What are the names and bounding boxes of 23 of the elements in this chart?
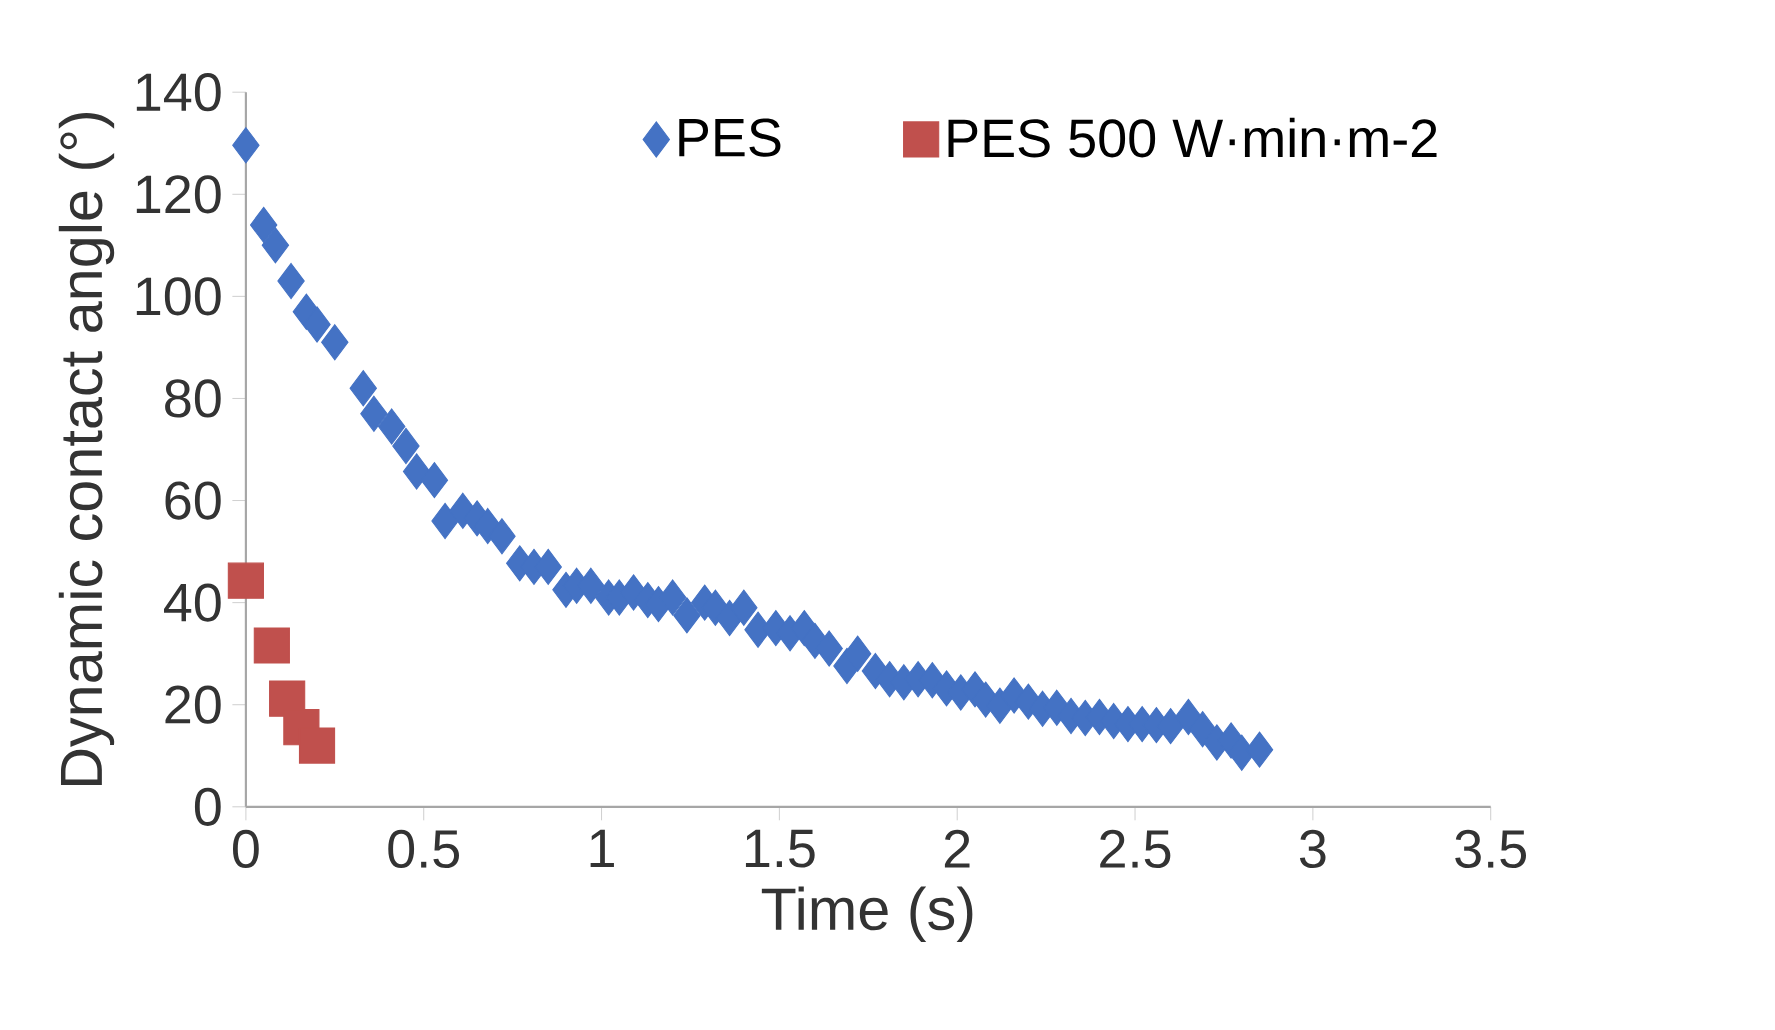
x-tick-label: 3 — [1299, 830, 1326, 869]
y-tick-label: 20 — [165, 685, 221, 724]
y-tick-label: 60 — [165, 481, 221, 520]
x-tick-label: 2 — [944, 830, 970, 868]
y-tick-label: 80 — [165, 379, 221, 418]
x-tick-label: 1 — [590, 830, 614, 868]
point — [227, 562, 264, 599]
x-tick-label: 2.5 — [1100, 830, 1171, 869]
x-tick-label: 3.5 — [1455, 830, 1526, 869]
legend-label: PES — [679, 118, 781, 157]
legend-label: PES 500 W·min·m-2 — [948, 118, 1437, 158]
point — [253, 627, 290, 664]
x-axis-title: Time (s) — [761, 886, 973, 943]
y-tick-label: 140 — [136, 73, 221, 112]
x-tick-label: 0 — [232, 830, 259, 869]
y-tick-label: 120 — [136, 175, 221, 214]
y-tick-label: 0 — [194, 787, 221, 827]
x-tick-label: 1.5 — [745, 830, 815, 868]
y-tick-label: 40 — [164, 583, 221, 622]
point — [298, 727, 336, 764]
y-axis-title: Dynamic contact angle (°) — [58, 113, 115, 786]
y-tick-label: 100 — [136, 277, 221, 316]
x-tick-label: 0.5 — [388, 830, 460, 869]
